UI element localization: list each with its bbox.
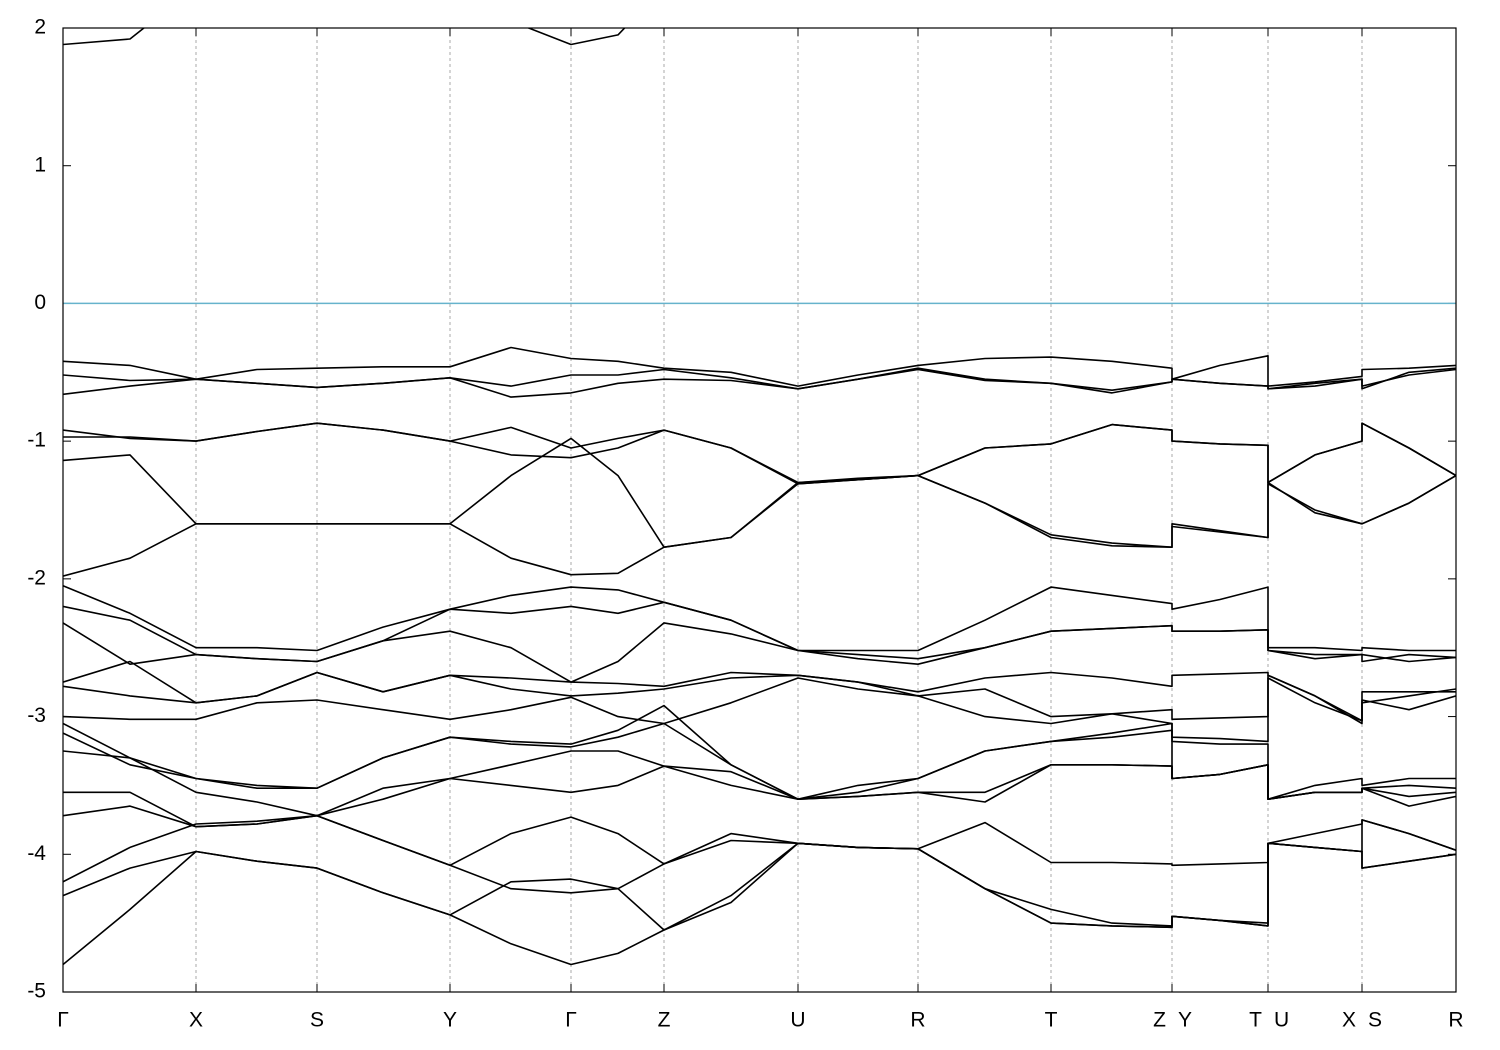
y-tick-label: -1 (27, 429, 46, 452)
x-tick-label: U (790, 1009, 805, 1032)
x-tick-label: R (1448, 1009, 1463, 1032)
x-tick-label: Y (1178, 1009, 1192, 1032)
plot-frame (62, 27, 1457, 993)
band-line (63, 750, 1456, 817)
band-line (63, 677, 1456, 743)
x-tick-label: T (1045, 1009, 1058, 1032)
band-line (63, 367, 1456, 394)
x-tick-label: X (189, 1009, 203, 1032)
x-tick-label: R (910, 1009, 925, 1032)
band-line (63, 437, 1456, 548)
y-tick-label: 2 (34, 16, 46, 39)
band-line (63, 422, 1456, 484)
y-tick-label: 1 (34, 153, 46, 176)
band-line (63, 601, 1456, 663)
band-line (63, 584, 1456, 652)
band-line (63, 842, 1456, 931)
band-line (63, 622, 1456, 683)
y-tick-label: -3 (27, 704, 46, 727)
x-tick-label: Γ (565, 1009, 577, 1032)
x-tick-label: Γ (57, 1009, 69, 1032)
x-tick-label: X (1342, 1009, 1356, 1032)
y-tick-label: -4 (27, 842, 46, 865)
band-line (63, 422, 1456, 485)
y-tick-label: 0 (34, 291, 46, 314)
band-line (63, 704, 1456, 800)
x-tick-label: Z (1153, 1009, 1166, 1032)
y-tick-label: -2 (27, 566, 46, 589)
plot-area (63, 28, 1456, 966)
x-tick-label: S (310, 1009, 324, 1032)
x-tick-label: T (1249, 1009, 1262, 1032)
y-tick-label: -5 (27, 980, 46, 1003)
band-line (63, 346, 1456, 387)
band-line (63, 474, 1456, 577)
x-tick-label: S (1368, 1009, 1382, 1032)
band-line (63, 814, 1456, 927)
band-line (63, 805, 1456, 867)
band-line (63, 28, 626, 46)
band-line (63, 671, 1456, 722)
band-line (63, 842, 1456, 966)
x-tick-label: Y (443, 1009, 457, 1032)
x-tick-label: Z (658, 1009, 671, 1032)
x-tick-label: U (1274, 1009, 1289, 1032)
band-line (63, 722, 1456, 800)
band-line (63, 764, 1456, 828)
band-line (63, 367, 1456, 398)
